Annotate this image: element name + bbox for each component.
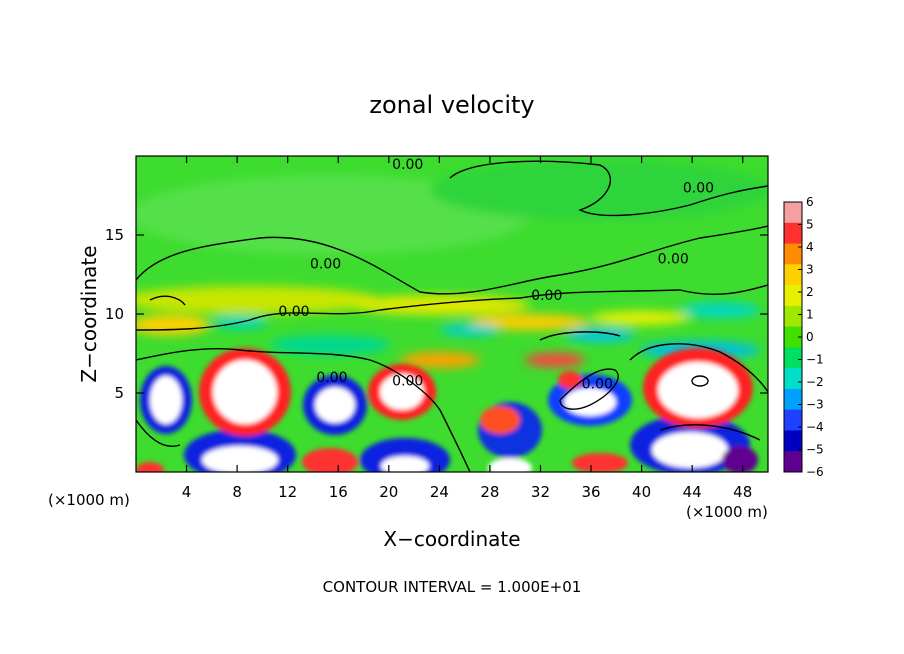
colorbar-swatch <box>784 430 802 452</box>
x-tick-label: 24 <box>430 483 449 501</box>
colorbar-swatch <box>784 388 802 411</box>
x-tick-label: 32 <box>531 483 550 501</box>
contour-value-label: 0.00 <box>392 157 423 173</box>
colorbar-label: −1 <box>806 353 824 367</box>
colorbar-swatch <box>784 451 802 473</box>
colorbar-swatch <box>784 368 802 390</box>
colorbar-label: 1 <box>806 308 814 322</box>
contour-interval-note: CONTOUR INTERVAL = 1.000E+01 <box>323 578 582 596</box>
x-tick-label: 44 <box>683 483 702 501</box>
y-axis-label: Z−coordinate <box>77 245 101 382</box>
x-axis-label: X−coordinate <box>383 527 520 551</box>
colorbar-label: −2 <box>806 375 824 389</box>
x-unit-right: (×1000 m) <box>686 503 768 521</box>
x-tick-label: 16 <box>329 483 348 501</box>
x-unit-left: (×1000 m) <box>48 491 130 509</box>
x-tick-label: 20 <box>379 483 398 501</box>
y-tick-label: 5 <box>114 384 124 402</box>
colorbar-label: −4 <box>806 420 824 434</box>
contour-value-label: 0.00 <box>278 304 309 320</box>
heatmap-field <box>136 156 768 472</box>
colorbar-swatch <box>784 409 802 431</box>
colorbar-swatch <box>784 202 802 224</box>
colorbar-label: −5 <box>806 443 824 457</box>
y-tick-label: 15 <box>105 226 124 244</box>
colorbar-swatch <box>784 347 802 369</box>
contour-value-label: 0.00 <box>658 252 689 268</box>
contour-lines <box>136 160 768 472</box>
x-tick-label: 48 <box>733 483 752 501</box>
contour-value-label: 0.00 <box>392 373 423 389</box>
x-tick-label: 8 <box>232 483 242 501</box>
colorbar-label: 4 <box>806 240 814 254</box>
colorbar-label: 5 <box>806 218 814 232</box>
colorbar-label: −3 <box>806 398 824 412</box>
contour-value-label: 0.00 <box>582 377 613 393</box>
contour-value-label: 0.00 <box>531 288 562 304</box>
x-tick-label: 36 <box>581 483 600 501</box>
y-axis: 5 10 15 <box>105 226 768 402</box>
y-tick-label: 10 <box>105 305 124 323</box>
colorbar-swatch <box>784 326 802 348</box>
contour-value-label: 0.00 <box>683 181 714 197</box>
chart-title: zonal velocity <box>369 91 534 119</box>
colorbar-swatch <box>784 243 802 265</box>
contour-labels: 0.00 0.00 0.00 0.00 0.00 0.00 0.00 0.00 0.00 <box>278 157 714 393</box>
colorbar-label: 0 <box>806 330 814 344</box>
colorbar-swatch <box>784 305 802 328</box>
colorbar-label: 2 <box>806 285 814 299</box>
colorbar-label: 3 <box>806 263 814 277</box>
x-tick-label: 12 <box>278 483 297 501</box>
colorbar-swatch <box>784 264 802 286</box>
contour-value-label: 0.00 <box>316 370 347 386</box>
colorbar-swatch <box>784 285 802 307</box>
colorbar-label: −6 <box>806 465 824 479</box>
x-tick-label: 40 <box>632 483 651 501</box>
colorbar-label: 6 <box>806 195 814 209</box>
colorbar: 6 5 4 3 2 1 0 −1 −2 −3 −4 −5 −6 <box>783 195 824 479</box>
colorbar-swatch <box>784 222 802 245</box>
x-tick-label: 28 <box>480 483 499 501</box>
contour-value-label: 0.00 <box>310 256 341 272</box>
x-tick-label: 4 <box>182 483 192 501</box>
x-axis: 4 8 12 16 20 24 28 32 36 40 44 48 <box>182 156 752 501</box>
